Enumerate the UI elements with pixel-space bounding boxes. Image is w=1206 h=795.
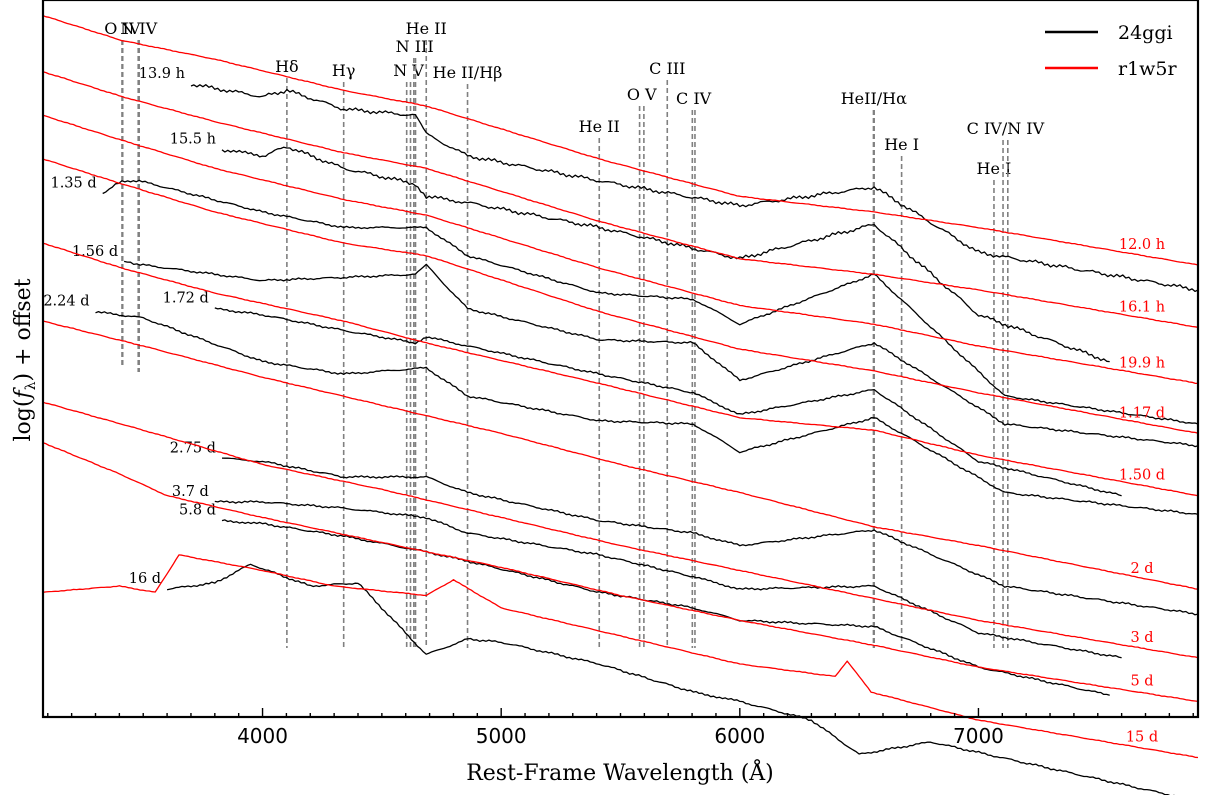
epoch-label-r1w5r-16-1-h: 16.1 h xyxy=(1119,299,1165,315)
epoch-label-r1w5r-5-d: 5 d xyxy=(1130,673,1153,689)
x-tick-label: 5000 xyxy=(476,724,527,748)
legend-label-24ggi: 24ggi xyxy=(1118,22,1173,44)
spectrum-24ggi-5-8-d xyxy=(221,519,1110,696)
epoch-label-24ggi-15-5-h: 15.5 h xyxy=(170,132,216,148)
legend: 24ggi r1w5r xyxy=(1045,22,1178,80)
line-id-label-o-v: O V xyxy=(627,85,657,104)
spectrum-r1w5r-2-d xyxy=(42,320,1199,590)
spectrum-r1w5r-19-9-h xyxy=(42,114,1199,385)
line-id-label-he-i: He I xyxy=(977,159,1012,178)
x-tick-label: 7000 xyxy=(953,724,1004,748)
spectrum-24ggi-1-56-d xyxy=(123,260,1199,448)
epoch-label-24ggi-5-8-d: 5.8 d xyxy=(179,503,216,519)
epoch-label-24ggi-1-72-d: 1.72 d xyxy=(163,291,209,307)
epoch-label-r1w5r-15-d: 15 d xyxy=(1126,730,1158,746)
epoch-label-r1w5r-3-d: 3 d xyxy=(1130,630,1153,646)
y-axis-label: log(fλ) + offset xyxy=(11,278,39,441)
spectrum-24ggi-2-75-d xyxy=(221,457,1199,616)
epoch-label-24ggi-2-24-d: 2.24 d xyxy=(43,294,89,310)
line-id-label-c-iii: C III xyxy=(649,59,685,78)
line-id-label-he-ii: He II xyxy=(406,19,447,38)
epoch-label-r1w5r-12-0-h: 12.0 h xyxy=(1119,237,1165,253)
line-id-label-he-ii-h: He II/Hβ xyxy=(433,63,503,82)
x-tick-label: 6000 xyxy=(714,724,765,748)
x-axis-label: Rest-Frame Wavelength (Å) xyxy=(466,758,774,786)
line-id-label-h: Hδ xyxy=(275,57,299,76)
epoch-label-r1w5r-1-50-d: 1.50 d xyxy=(1119,468,1165,484)
epoch-label-24ggi-1-35-d: 1.35 d xyxy=(50,175,96,191)
epoch-label-24ggi-2-75-d: 2.75 d xyxy=(170,440,216,456)
spectrum-24ggi-1-35-d xyxy=(102,179,1199,425)
spectrum-24ggi-16-d xyxy=(166,563,1175,795)
epoch-label-24ggi-13-9-h: 13.9 h xyxy=(139,66,185,82)
spectrum-24ggi-1-72-d xyxy=(214,307,1122,497)
legend-label-r1w5r: r1w5r xyxy=(1118,58,1178,80)
line-id-label-he-ii: He II xyxy=(579,117,620,136)
epoch-label-24ggi-1-56-d: 1.56 d xyxy=(72,244,118,260)
spectrum-r1w5r-1-17-d xyxy=(42,158,1199,434)
line-id-label-o-iv: O IV xyxy=(104,19,141,38)
epoch-label-r1w5r-2-d: 2 d xyxy=(1130,561,1153,577)
epoch-label-r1w5r-19-9-h: 19.9 h xyxy=(1119,355,1165,371)
spectrum-24ggi-15-5-h xyxy=(221,146,1110,363)
line-id-label-c-iv: C IV xyxy=(676,89,712,108)
line-id-label-n-iv: N IV xyxy=(120,19,157,38)
spectrum-r1w5r-3-d xyxy=(42,401,1199,659)
line-id-label-he-i: He I xyxy=(884,135,919,154)
line-id-label-n-v: N V xyxy=(393,61,424,80)
spectrum-r1w5r-1-50-d xyxy=(42,242,1199,497)
line-id-label-n-iii: N III xyxy=(396,37,434,56)
spectrum-r1w5r-12-0-h xyxy=(42,14,1199,266)
epoch-label-24ggi-16-d: 16 d xyxy=(129,571,161,587)
spectrum-24ggi-13-9-h xyxy=(190,84,1199,293)
line-id-label-heii-h: HeII/Hα xyxy=(841,89,907,108)
epoch-label-24ggi-3-7-d: 3.7 d xyxy=(172,484,209,500)
spectrum-24ggi-3-7-d xyxy=(214,500,1122,659)
line-id-label-c-iv-n-iv: C IV/N IV xyxy=(967,119,1045,138)
spectrum-r1w5r-5-d xyxy=(42,442,1199,703)
plot-frame xyxy=(41,0,1200,719)
line-id-label-h: Hγ xyxy=(332,61,356,80)
spectrum-r1w5r-15-d xyxy=(42,554,1199,759)
epoch-label-r1w5r-1-17-d: 1.17 d xyxy=(1119,405,1165,421)
spectra-series-group: 13.9 h 15.5 h 1.35 d 1.56 d 1.72 d 2.24 d 2.75… xyxy=(42,14,1199,795)
spectrum-24ggi-2-24-d xyxy=(95,310,1199,516)
x-tick-label: 4000 xyxy=(237,724,288,748)
spectrum-r1w5r-16-1-h xyxy=(42,71,1199,328)
